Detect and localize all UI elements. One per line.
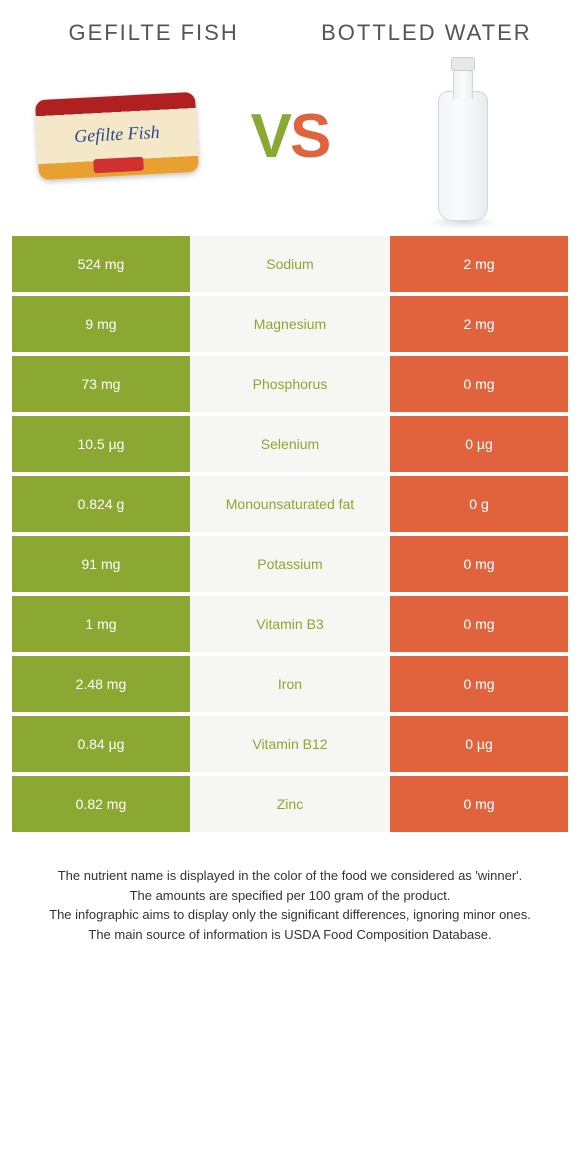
table-row: 73 mgPhosphorus0 mg [12,356,568,412]
table-row: 2.48 mgIron0 mg [12,656,568,712]
cell-left-value: 1 mg [12,596,190,652]
title-right: Bottled water [315,20,538,46]
footer-line: The nutrient name is displayed in the co… [22,866,558,886]
table-row: 0.84 µgVitamin B120 µg [12,716,568,772]
footer-line: The amounts are specified per 100 gram o… [22,886,558,906]
cell-nutrient-name: Zinc [190,776,390,832]
cell-left-value: 0.82 mg [12,776,190,832]
table-row: 91 mgPotassium0 mg [12,536,568,592]
cell-nutrient-name: Selenium [190,416,390,472]
cell-right-value: 0 g [390,476,568,532]
table-row: 10.5 µgSelenium0 µg [12,416,568,472]
cell-right-value: 0 mg [390,536,568,592]
cell-right-value: 0 mg [390,776,568,832]
table-row: 0.824 gMonounsaturated fat0 g [12,476,568,532]
bottled-water-image [378,66,548,206]
cell-nutrient-name: Monounsaturated fat [190,476,390,532]
cell-left-value: 9 mg [12,296,190,352]
vs-label: VS [251,101,330,172]
cell-nutrient-name: Sodium [190,236,390,292]
title-left: Gefilte fish [42,20,265,46]
cell-nutrient-name: Vitamin B3 [190,596,390,652]
gefilte-fish-image [32,66,202,206]
table-row: 1 mgVitamin B30 mg [12,596,568,652]
cell-right-value: 0 µg [390,416,568,472]
cell-right-value: 2 mg [390,236,568,292]
table-row: 524 mgSodium2 mg [12,236,568,292]
cell-left-value: 524 mg [12,236,190,292]
cell-right-value: 0 mg [390,356,568,412]
footer-line: The main source of information is USDA F… [22,925,558,945]
cell-nutrient-name: Potassium [190,536,390,592]
cell-left-value: 0.824 g [12,476,190,532]
image-row: VS [12,56,568,236]
cell-left-value: 2.48 mg [12,656,190,712]
cell-right-value: 0 mg [390,596,568,652]
cell-nutrient-name: Iron [190,656,390,712]
cell-right-value: 0 mg [390,656,568,712]
cell-nutrient-name: Phosphorus [190,356,390,412]
footer-notes: The nutrient name is displayed in the co… [12,836,568,944]
cell-left-value: 91 mg [12,536,190,592]
cell-nutrient-name: Magnesium [190,296,390,352]
footer-line: The infographic aims to display only the… [22,905,558,925]
table-row: 0.82 mgZinc0 mg [12,776,568,832]
nutrient-table: 524 mgSodium2 mg9 mgMagnesium2 mg73 mgPh… [12,236,568,832]
cell-left-value: 10.5 µg [12,416,190,472]
cell-nutrient-name: Vitamin B12 [190,716,390,772]
cell-left-value: 0.84 µg [12,716,190,772]
vs-s: S [290,102,329,171]
cell-right-value: 0 µg [390,716,568,772]
cell-right-value: 2 mg [390,296,568,352]
vs-v: V [251,102,290,171]
table-row: 9 mgMagnesium2 mg [12,296,568,352]
cell-left-value: 73 mg [12,356,190,412]
